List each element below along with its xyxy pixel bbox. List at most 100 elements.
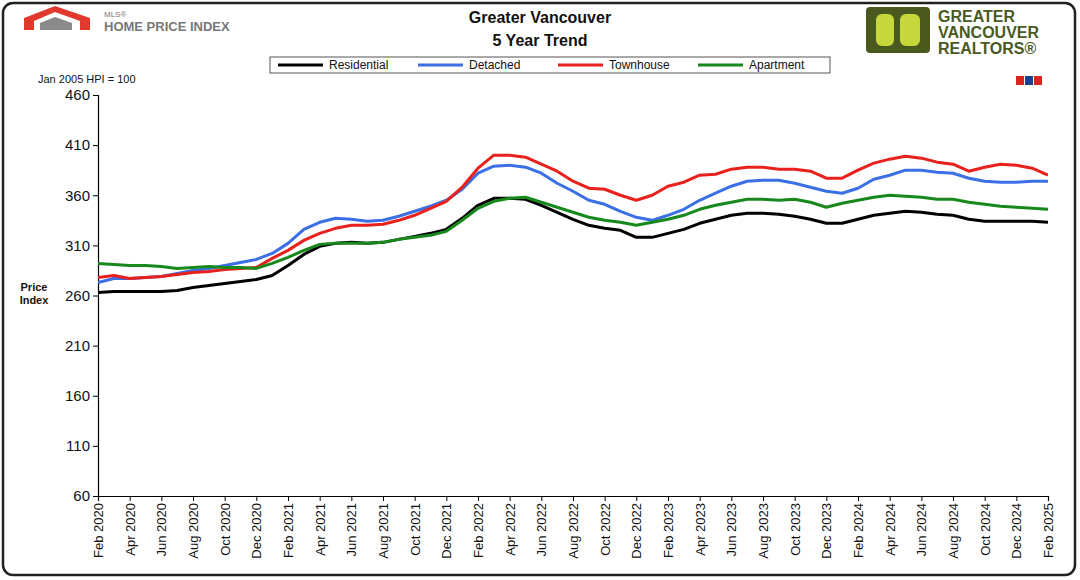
series-line: [98, 195, 1048, 268]
tick: 110: [66, 437, 98, 454]
tick-mark: [985, 496, 986, 501]
tick-label: Jun 2023: [724, 503, 739, 557]
tick-label: Jun 2024: [914, 503, 929, 557]
tick-mark: [826, 496, 827, 501]
tick-mark: [921, 496, 922, 501]
mls-icon-square: [1016, 76, 1024, 85]
tick-label: Aug 2022: [566, 503, 581, 559]
tick-mark: [858, 496, 859, 501]
tick-mark: [573, 496, 574, 501]
tick: Jun 2024: [914, 496, 929, 557]
tick-label: 160: [65, 387, 90, 404]
tick: 160: [65, 387, 98, 404]
tick-label: Jun 2020: [154, 503, 169, 557]
tick-label: Apr 2024: [883, 503, 898, 556]
annotation: Jan 2005 HPI = 100: [38, 73, 136, 85]
legend-label: Apartment: [749, 58, 805, 72]
mls-icon: [1016, 76, 1042, 85]
tick-mark: [953, 496, 954, 501]
tick-label: Aug 2023: [756, 503, 771, 559]
tick-mark: [256, 496, 257, 501]
legend-box: [270, 57, 830, 73]
tick-label: Feb 2023: [661, 503, 676, 558]
brand-icon: [866, 7, 930, 53]
tick-mark: [93, 95, 98, 96]
tick-mark: [93, 496, 98, 497]
tick-mark: [446, 496, 447, 501]
brand-text: VANCOUVER: [938, 24, 1039, 41]
brand-text: HOME PRICE INDEX: [104, 19, 230, 34]
tick: Feb 2020: [91, 496, 106, 558]
tick-mark: [93, 296, 98, 297]
tick-mark: [890, 496, 891, 501]
tick-label: Apr 2020: [123, 503, 138, 556]
tick-mark: [763, 496, 764, 501]
tick: 460: [65, 86, 98, 103]
brand-icon: [40, 17, 72, 30]
legend-swatch: [418, 64, 463, 67]
tick: Jun 2023: [724, 496, 739, 557]
tick-mark: [93, 195, 98, 196]
tick: Dec 2020: [249, 496, 264, 559]
tick: 410: [65, 136, 98, 153]
tick-mark: [668, 496, 669, 501]
legend-swatch: [558, 64, 603, 67]
x-axis: Feb 2020 Apr 2020 Jun 2020 Aug 2020 Oct 2020…: [91, 496, 1056, 559]
tick-label: Dec 2022: [629, 503, 644, 559]
tick-mark: [478, 496, 479, 501]
tick: Feb 2025: [1041, 496, 1056, 558]
brand-text: REALTORS®: [938, 40, 1037, 57]
tick-label: 410: [65, 136, 90, 153]
tick-mark: [383, 496, 384, 501]
tick-label: Oct 2023: [788, 503, 803, 556]
tick-label: Oct 2020: [218, 503, 233, 556]
tick: Aug 2022: [566, 496, 581, 559]
tick-label: Oct 2022: [598, 503, 613, 556]
tick: Dec 2024: [1009, 496, 1024, 559]
title: Greater Vancouver: [469, 9, 611, 26]
tick-mark: [510, 496, 511, 501]
lines: [98, 155, 1048, 292]
tick-mark: [731, 496, 732, 501]
tick-label: 360: [65, 187, 90, 204]
brand-icon: [876, 14, 894, 46]
tick-mark: [1048, 496, 1049, 501]
tick-label: 310: [65, 237, 90, 254]
legend-label: Townhouse: [609, 58, 670, 72]
tick: Dec 2021: [439, 496, 454, 559]
tick: Jun 2021: [344, 496, 359, 557]
tick-label: 260: [65, 287, 90, 304]
tick-mark: [225, 496, 226, 501]
mls-icon-square: [1025, 76, 1033, 85]
tick: 60: [73, 487, 98, 504]
tick-mark: [636, 496, 637, 501]
tick: Apr 2022: [503, 496, 518, 556]
legend-swatch: [278, 64, 323, 67]
tick-label: 460: [65, 86, 90, 103]
tick-label: Aug 2024: [946, 503, 961, 559]
tick-mark: [700, 496, 701, 501]
tick-label: Apr 2023: [693, 503, 708, 556]
brand-icon: [24, 6, 90, 30]
tick-mark: [415, 496, 416, 501]
tick-label: Feb 2024: [851, 503, 866, 558]
brand-right: GREATERVANCOUVERREALTORS®: [866, 7, 1039, 57]
tick-label: Dec 2023: [819, 503, 834, 559]
tick-mark: [795, 496, 796, 501]
tick-label: Feb 2025: [1041, 503, 1056, 558]
tick: 210: [65, 337, 98, 354]
tick-label: Aug 2020: [186, 503, 201, 559]
tick-mark: [93, 245, 98, 246]
legend-label: Residential: [329, 58, 388, 72]
tick: 360: [65, 187, 98, 204]
tick: Jun 2022: [534, 496, 549, 557]
tick-mark: [93, 145, 98, 146]
tick: Oct 2023: [788, 496, 803, 556]
tick-label: Oct 2024: [978, 503, 993, 556]
tick-mark: [98, 496, 99, 501]
tick: Feb 2024: [851, 496, 866, 558]
tick-mark: [130, 496, 131, 501]
tick-mark: [161, 496, 162, 501]
tick: Feb 2023: [661, 496, 676, 558]
axis-line: [99, 497, 1049, 502]
